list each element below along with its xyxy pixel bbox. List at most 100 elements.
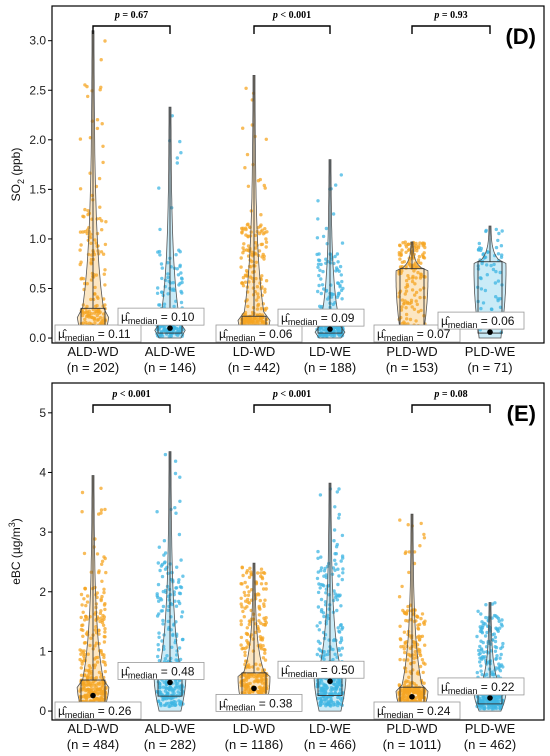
data-point [98,316,103,320]
data-point [86,313,90,317]
data-point [340,279,344,284]
data-point [496,252,501,256]
data-point [95,295,100,299]
data-point [339,604,343,608]
data-point [156,654,160,659]
data-point [172,304,176,309]
data-point [403,650,407,655]
data-point [481,252,485,257]
data-point [93,321,97,325]
median-sub: median [226,702,256,712]
data-point [410,288,415,292]
data-point [416,258,421,262]
n-label: (n = 1186) [225,737,284,752]
data-point [246,222,250,226]
data-point [259,582,264,586]
data-point [179,271,183,275]
data-point [319,582,323,587]
data-point [404,279,409,283]
data-point [499,652,503,657]
data-point [264,237,268,241]
data-point [89,669,94,674]
data-point [86,209,90,213]
data-point [264,279,269,283]
median-annotation: µ̂median = 0.06 [215,324,303,343]
data-point [340,627,344,631]
data-point [245,585,249,589]
data-point [174,604,179,608]
data-point [479,612,483,616]
median-point [167,679,173,686]
comparison-bracket: p < 0.001 [253,389,331,413]
data-point [97,569,101,573]
data-point [89,241,93,245]
y-tick-label: 3 [39,525,46,539]
data-point [83,317,87,322]
data-point [103,39,107,43]
data-point [178,139,182,144]
data-point [103,303,107,307]
data-point [259,223,263,227]
category-label: ALD-WE [145,721,196,736]
data-point [89,262,93,266]
data-point [415,249,419,253]
median-point [487,695,493,701]
n-label: (n = 188) [304,360,356,375]
data-point [100,122,104,126]
data-point [239,582,243,586]
data-point [177,283,181,287]
data-point [321,269,325,274]
data-point [316,217,320,221]
median-value: = 0.11 [94,327,130,341]
data-point [78,230,83,234]
data-point [255,298,259,302]
data-point [180,637,185,642]
data-point [403,611,407,616]
data-point [403,641,407,646]
data-point [89,278,94,282]
median-annotation: µ̂median = 0.38 [215,693,303,712]
data-point [315,652,319,657]
data-point [412,307,417,311]
data-point [486,250,490,254]
data-point [416,615,420,619]
data-point [246,304,250,309]
data-point [103,630,107,634]
data-point [94,676,99,680]
data-point [422,251,426,255]
median-annotation: µ̂median = 0.06 [437,311,525,330]
data-point [493,645,497,649]
data-point [156,561,160,565]
data-point [256,295,260,299]
data-point [243,593,247,598]
data-point [316,590,321,595]
data-point [497,619,501,623]
n-label: (n = 71) [467,360,512,375]
median-point [327,326,333,332]
data-point [263,651,267,655]
data-point [242,615,246,619]
data-point [96,655,100,660]
data-point [101,144,105,148]
data-point [335,608,339,613]
data-point [340,554,345,558]
data-point [103,602,107,606]
data-point [239,622,243,627]
data-point [240,226,244,231]
data-point [241,275,246,280]
data-point [398,624,402,628]
data-point [334,183,338,187]
data-point [404,250,408,254]
bracket-line [253,404,331,413]
data-point [479,656,484,660]
data-point [97,512,101,516]
median-value: = 0.50 [317,663,354,677]
data-point [417,244,421,248]
data-point [402,630,407,634]
data-point [177,646,182,650]
data-point [341,286,345,291]
median-mu: µ̂ [281,311,290,325]
data-point [242,248,246,253]
data-point [493,281,498,285]
data-point [249,570,253,574]
